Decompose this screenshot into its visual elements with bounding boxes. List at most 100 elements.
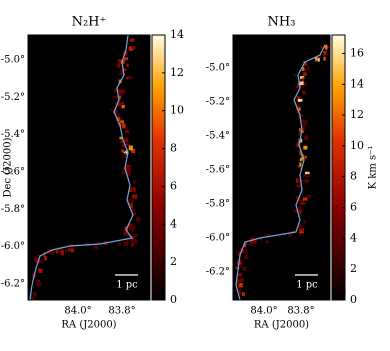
y-tick-label: -6.0° bbox=[1, 241, 25, 252]
emission bbox=[127, 200, 131, 204]
emission bbox=[133, 212, 137, 215]
emission bbox=[121, 89, 126, 95]
emission bbox=[303, 121, 307, 127]
emission bbox=[122, 152, 127, 158]
emission bbox=[304, 171, 310, 175]
y-tick-label: -5.6° bbox=[206, 164, 230, 175]
emission bbox=[131, 148, 136, 154]
emission bbox=[303, 145, 308, 150]
emission bbox=[293, 209, 296, 213]
emission bbox=[123, 231, 127, 236]
emission bbox=[120, 102, 125, 105]
emission bbox=[239, 278, 244, 282]
emission bbox=[113, 88, 119, 93]
emission bbox=[303, 135, 309, 140]
emission bbox=[299, 81, 304, 85]
colorbar bbox=[151, 34, 166, 301]
emission bbox=[34, 256, 37, 262]
emission bbox=[296, 107, 301, 111]
colorbar-tick-label: 6 bbox=[350, 201, 357, 214]
emission bbox=[113, 95, 118, 99]
emission bbox=[117, 60, 123, 64]
emission bbox=[238, 283, 243, 288]
colorbar-tick-label: 14 bbox=[170, 28, 184, 41]
emission bbox=[93, 245, 99, 249]
emission bbox=[131, 207, 135, 212]
emission bbox=[243, 242, 247, 248]
emission bbox=[237, 272, 243, 277]
y-tick-label: -6.2° bbox=[1, 278, 25, 289]
emission bbox=[298, 130, 301, 136]
scale-bar-label: 1 pc bbox=[116, 280, 138, 291]
emission bbox=[121, 149, 124, 153]
emission bbox=[129, 38, 135, 42]
emission bbox=[301, 90, 306, 95]
emission bbox=[237, 251, 242, 256]
emission bbox=[31, 296, 35, 301]
emission bbox=[35, 258, 40, 264]
emission bbox=[128, 224, 131, 229]
emission bbox=[324, 53, 329, 56]
emission bbox=[306, 173, 310, 178]
emission bbox=[123, 138, 129, 142]
panel-title: NH₃ bbox=[268, 15, 296, 30]
emission bbox=[128, 189, 132, 192]
emission bbox=[298, 224, 303, 229]
emission bbox=[128, 223, 133, 226]
emission bbox=[265, 240, 270, 244]
emission bbox=[241, 292, 245, 296]
emission bbox=[303, 120, 309, 124]
emission bbox=[324, 44, 328, 49]
emission bbox=[97, 241, 101, 245]
x-tick-label: 84.0° bbox=[250, 306, 277, 317]
emission bbox=[249, 240, 254, 245]
emission bbox=[119, 136, 122, 140]
emission bbox=[128, 170, 132, 174]
y-tick-label: -6.0° bbox=[206, 232, 230, 243]
emission bbox=[299, 158, 303, 162]
x-tick-label: 83.8° bbox=[108, 306, 135, 317]
emission bbox=[126, 172, 131, 177]
colorbar-tick-label: 2 bbox=[350, 262, 357, 275]
emission bbox=[253, 239, 257, 244]
map-frame bbox=[232, 34, 331, 301]
emission bbox=[304, 68, 307, 72]
emission bbox=[298, 99, 303, 102]
emission bbox=[296, 138, 301, 142]
colorbar-tick-label: 2 bbox=[170, 255, 177, 268]
emission bbox=[135, 216, 141, 222]
emission bbox=[119, 69, 125, 75]
colorbar-tick-label: 14 bbox=[350, 77, 364, 90]
emission bbox=[302, 83, 306, 87]
emission bbox=[125, 126, 128, 131]
colorbar-tick-label: 8 bbox=[170, 142, 177, 155]
x-tick-label: 84.0° bbox=[64, 306, 91, 317]
emission bbox=[303, 219, 306, 224]
emission bbox=[296, 184, 302, 188]
colorbar-tick-label: 4 bbox=[170, 217, 177, 230]
colorbar-tick-label: 8 bbox=[350, 170, 357, 183]
emission bbox=[303, 155, 307, 159]
emission bbox=[238, 290, 241, 295]
emission bbox=[301, 85, 304, 89]
emission bbox=[299, 209, 302, 215]
y-tick-label: -5.0° bbox=[1, 55, 25, 66]
emission bbox=[122, 123, 126, 129]
emission bbox=[294, 73, 297, 77]
emission bbox=[124, 130, 130, 133]
emission bbox=[123, 241, 129, 246]
emission bbox=[299, 119, 304, 123]
colorbar-tick-label: 0 bbox=[350, 293, 357, 306]
emission bbox=[235, 266, 240, 270]
panel-title: N₂H⁺ bbox=[72, 15, 107, 30]
y-axis-label: Dec (J2000) bbox=[3, 137, 14, 197]
filament-spine bbox=[235, 44, 326, 301]
emission bbox=[297, 164, 300, 168]
emission bbox=[115, 102, 121, 107]
y-tick-label: -5.8° bbox=[1, 204, 25, 215]
emission bbox=[36, 282, 42, 287]
emission bbox=[128, 75, 133, 79]
emission bbox=[296, 109, 300, 113]
emission bbox=[315, 59, 318, 63]
